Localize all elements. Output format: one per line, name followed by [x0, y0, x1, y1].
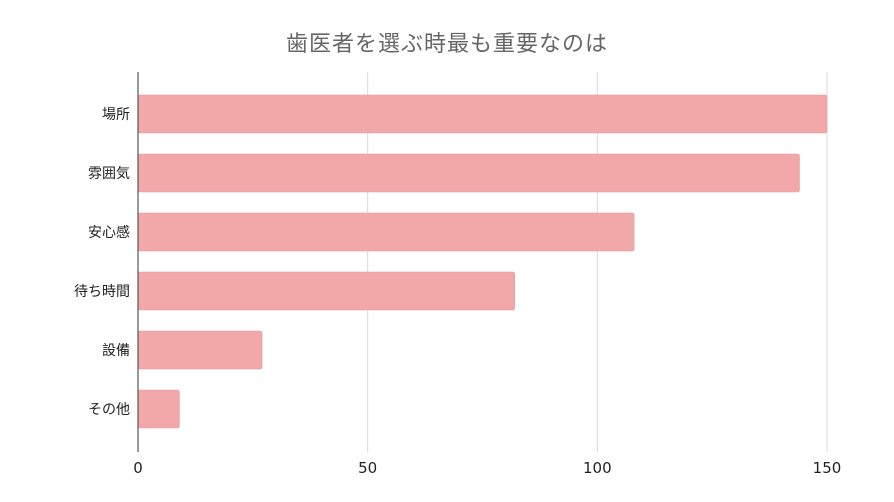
category-label: 待ち時間: [74, 284, 130, 300]
bar: [137, 271, 515, 311]
x-tick-label: 50: [358, 459, 377, 477]
bar: [137, 94, 828, 134]
bar: [137, 153, 800, 193]
x-tick-label: 100: [583, 459, 612, 477]
grid-lines: [367, 72, 828, 452]
category-label: 安心感: [88, 224, 130, 241]
category-label: その他: [88, 402, 130, 418]
x-tick-label: 0: [133, 459, 143, 477]
x-tick-labels: 0 50 100 150: [133, 459, 841, 477]
bar: [137, 212, 635, 252]
bar: [137, 330, 263, 370]
category-label: 設備: [102, 343, 130, 359]
category-label: 場所: [102, 107, 130, 123]
bar: [137, 389, 180, 429]
chart-title: 歯医者を選ぶ時最も重要なのは: [285, 32, 608, 57]
category-label: 雰囲気: [88, 166, 130, 182]
x-tick-label: 150: [813, 459, 842, 477]
bars: [137, 94, 828, 429]
